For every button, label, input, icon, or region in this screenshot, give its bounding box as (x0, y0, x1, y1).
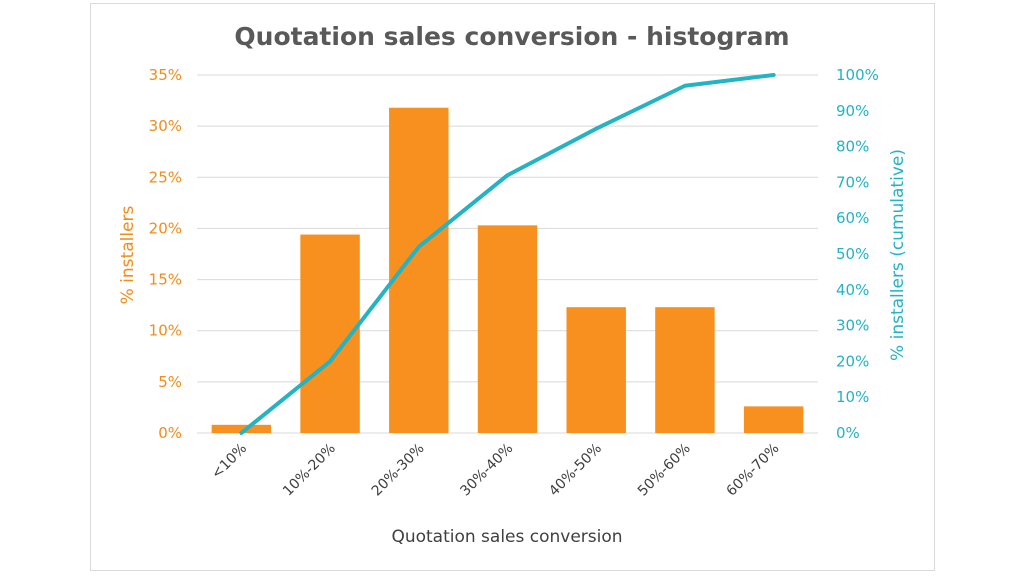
right-tick-label: 10% (836, 388, 869, 406)
x-axis-label: Quotation sales conversion (391, 527, 622, 547)
category-label: 30%-40% (457, 441, 516, 500)
right-tick-label: 90% (836, 102, 869, 120)
bar (477, 225, 538, 433)
right-tick-label: 70% (836, 173, 869, 191)
left-tick-label: 15% (149, 271, 182, 289)
bar (655, 307, 715, 433)
right-tick-label: 20% (836, 352, 869, 370)
left-tick-label: 5% (158, 373, 182, 391)
category-label: 40%-50% (546, 441, 605, 500)
left-axis-ticks: 0% 5% 10% 15% 20% 25% 30% 35% (149, 66, 182, 442)
right-tick-label: 100% (836, 66, 879, 84)
left-tick-label: 0% (158, 424, 182, 442)
bar-series (211, 107, 804, 433)
right-tick-label: 30% (836, 317, 869, 335)
left-tick-label: 30% (149, 117, 182, 135)
right-tick-label: 0% (836, 424, 860, 442)
right-axis-ticks: 0% 10% 20% 30% 40% 50% 60% 70% 80% 90% 100% (836, 66, 879, 442)
category-label: <10% (209, 441, 251, 483)
category-labels: <10% 10%-20% 20%-30% 30%-40% 40%-50% 50%-60% 6… (209, 441, 783, 500)
left-tick-label: 25% (149, 168, 182, 186)
bar (566, 307, 626, 433)
cumulative-line-series (239, 73, 776, 435)
right-tick-label: 50% (836, 245, 869, 263)
right-tick-label: 80% (836, 138, 869, 156)
left-tick-label: 35% (149, 66, 182, 84)
left-tick-label: 10% (149, 322, 182, 340)
category-label: 10%-20% (280, 441, 339, 500)
right-tick-label: 60% (836, 209, 869, 227)
cumulative-line (239, 73, 776, 435)
right-tick-label: 40% (836, 281, 869, 299)
left-tick-label: 20% (149, 219, 182, 237)
bar (743, 406, 804, 433)
category-label: 20%-30% (369, 441, 428, 500)
category-label: 60%-70% (724, 441, 783, 500)
chart-title: Quotation sales conversion - histogram (234, 22, 789, 51)
y-axis-label-left: % installers (118, 205, 138, 304)
bar (211, 424, 272, 433)
category-label: 50%-60% (635, 441, 694, 500)
y-axis-label-right: % installers (cumulative) (888, 149, 908, 361)
bar (389, 107, 449, 433)
